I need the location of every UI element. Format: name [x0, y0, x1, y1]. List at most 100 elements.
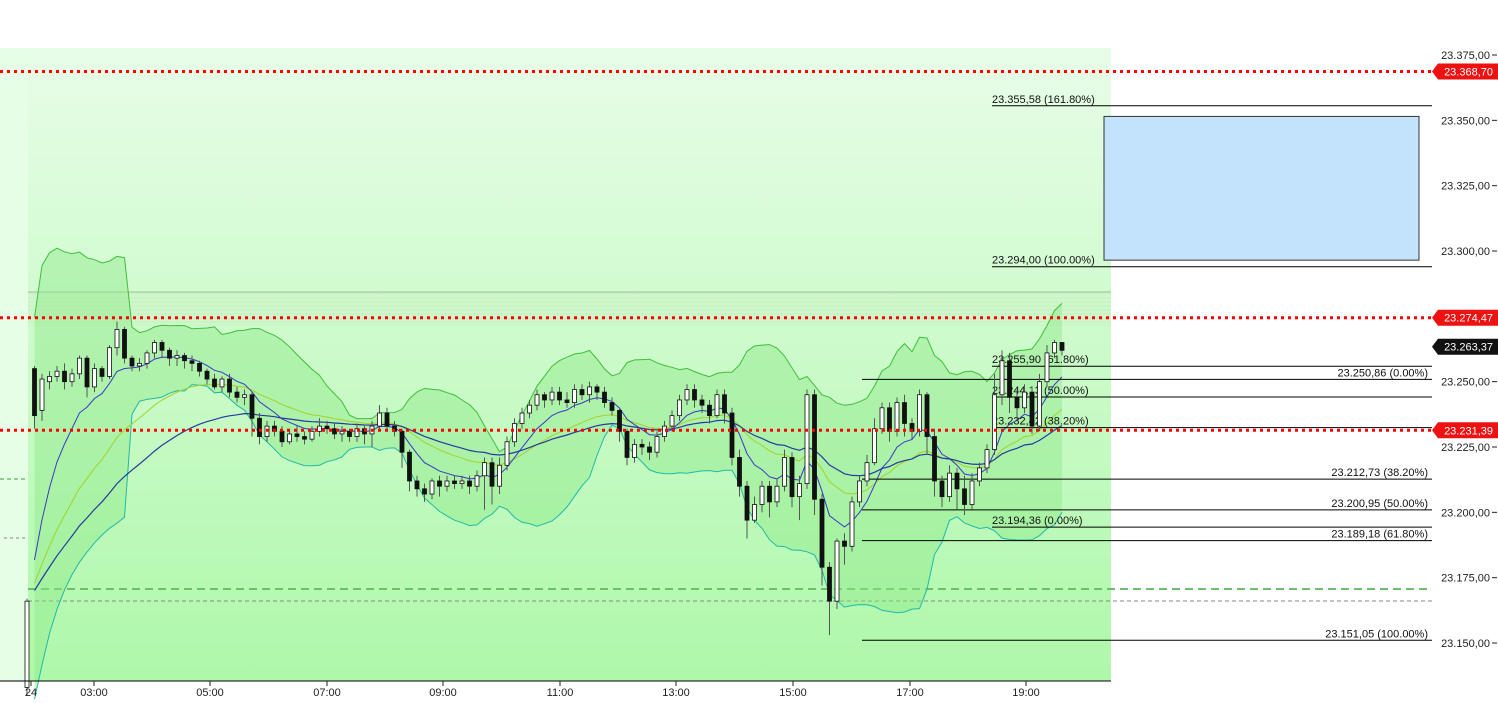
fib-label: 23.212,73 (38.20%)	[1331, 467, 1428, 479]
candle-body	[564, 399, 570, 403]
candle-body	[887, 407, 892, 432]
candle-body	[519, 412, 525, 424]
candle-body	[422, 488, 427, 495]
x-tick-label: 07:00	[313, 687, 341, 699]
candle-body	[729, 412, 735, 458]
fib-label: 23.194,36 (0.00%)	[992, 515, 1083, 527]
candle-body	[92, 368, 97, 388]
price-badges: 23.368,70 23.274,47 23.231,39 23.263,37	[1432, 63, 1498, 439]
fib-label: 23.250,86 (0.00%)	[1337, 367, 1428, 379]
candle-body	[399, 430, 405, 453]
candle-body	[99, 368, 105, 377]
candle-body	[632, 443, 637, 458]
candle-body	[962, 488, 967, 505]
candle-body	[1007, 360, 1012, 398]
candle-body	[527, 404, 532, 414]
y-tick-label: 23.325,00	[1441, 181, 1490, 193]
y-axis: 23.375,00 23.350,00 23.325,00 23.300,00 23.2…	[1441, 50, 1497, 650]
x-tick-label: 09:00	[429, 687, 457, 699]
bollinger-upper-band	[34, 247, 1063, 453]
candle-body	[1037, 381, 1042, 427]
candle-body	[69, 373, 75, 383]
candle-body	[797, 483, 802, 498]
candle-body	[167, 349, 172, 359]
candle-body	[324, 425, 330, 430]
candle-body	[1029, 391, 1035, 427]
x-tick-label: 03:00	[80, 687, 108, 699]
candle-body	[129, 357, 135, 367]
x-tick-label: 11:00	[547, 687, 574, 699]
bollinger-band-fill	[34, 248, 1062, 700]
candle-body	[617, 410, 622, 432]
fib-label: 23.355,58 (161.80%)	[992, 94, 1095, 106]
candle-body	[354, 428, 360, 437]
candle-body	[639, 443, 645, 448]
x-tick-label: 17:00	[896, 687, 924, 699]
candle-body	[572, 389, 577, 403]
candle-body	[429, 480, 435, 495]
candle-body	[137, 362, 142, 367]
candle-body	[669, 415, 675, 427]
candle-body	[984, 449, 990, 469]
target-zone-box[interactable]	[1103, 115, 1420, 261]
candle-body	[474, 475, 480, 487]
candle-body	[549, 391, 555, 401]
candle-body	[444, 480, 450, 487]
candle-body	[332, 428, 337, 435]
candle-body	[384, 412, 390, 427]
candle-body	[707, 404, 712, 417]
candle-body	[692, 389, 697, 401]
candle-body	[789, 457, 795, 498]
candle-body	[317, 425, 322, 432]
candle-body	[452, 480, 457, 484]
candle-body	[24, 600, 30, 688]
candle-body	[189, 360, 195, 364]
candle-body	[684, 389, 690, 401]
y-tick-label: 23.375,00	[1441, 50, 1490, 62]
y-tick-label: 23.150,00	[1441, 638, 1490, 650]
candle-body	[804, 394, 810, 484]
candle-body	[242, 394, 247, 398]
fib-label: 23.255,90 (61.80%)	[992, 354, 1089, 366]
candle-body	[587, 386, 592, 396]
candle-body	[47, 376, 52, 383]
candle-body	[879, 407, 885, 430]
candle-body	[744, 485, 750, 521]
y-tick-label: 23.225,00	[1441, 442, 1490, 454]
y-tick-label: 23.250,00	[1441, 377, 1490, 389]
candle-body	[84, 357, 90, 388]
bollinger-lower-band	[34, 384, 1063, 700]
candle-body	[677, 399, 682, 417]
candle-body	[737, 457, 742, 487]
candle-body	[714, 394, 720, 417]
candle-body	[917, 394, 922, 432]
candle-body	[722, 394, 727, 414]
candle-body	[624, 430, 630, 458]
candle-body	[924, 394, 930, 437]
candle-body	[309, 430, 315, 440]
candle-body	[482, 462, 487, 477]
candle-body	[497, 464, 502, 487]
candle-body	[489, 462, 495, 487]
candle-body	[999, 360, 1005, 396]
candle-body	[219, 378, 225, 388]
candle-body	[774, 485, 780, 503]
candle-body	[752, 504, 757, 521]
candle-body	[699, 399, 705, 406]
candle-body	[174, 355, 180, 359]
candle-body	[512, 423, 517, 443]
candle-body	[992, 394, 997, 451]
candle-body	[939, 480, 945, 498]
candle-body	[467, 480, 472, 487]
candle-body	[827, 566, 832, 602]
candle-body	[302, 436, 307, 440]
candle-body	[249, 394, 255, 419]
candle-body	[107, 347, 112, 377]
candle-body	[872, 428, 877, 464]
candle-body	[1059, 342, 1065, 351]
candle-body	[212, 378, 217, 388]
long-moving-average	[33, 412, 1063, 591]
candle-body	[377, 412, 382, 427]
candle-body	[542, 394, 547, 401]
